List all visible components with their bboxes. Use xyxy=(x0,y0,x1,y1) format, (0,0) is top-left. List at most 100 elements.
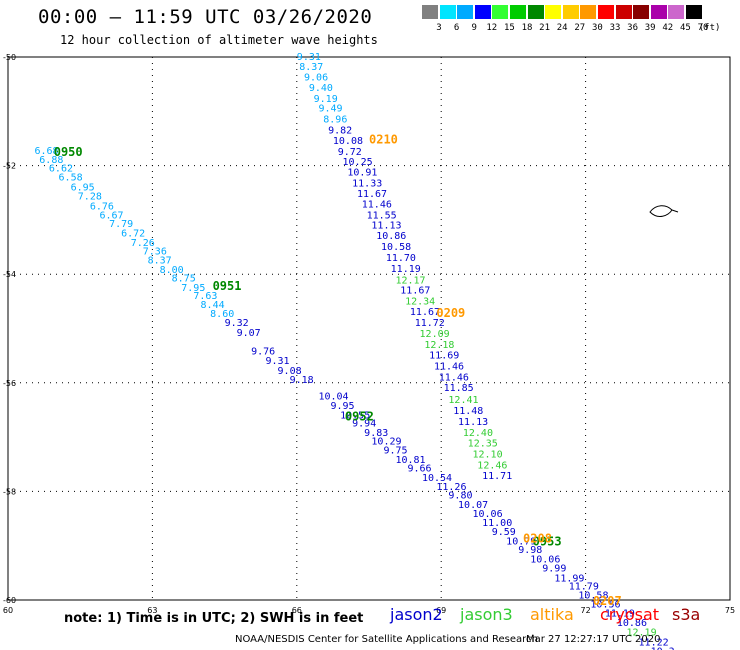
legend-label: 27 xyxy=(574,23,586,33)
wave-height-value: 10.91 xyxy=(347,168,377,179)
wave-height-value: 11.00 xyxy=(482,518,512,529)
wave-height-value: 9.07 xyxy=(237,328,261,339)
legend-swatch xyxy=(686,5,702,19)
wave-height-value: 11.72 xyxy=(415,318,445,329)
wave-height-value: 10.58 xyxy=(381,242,411,253)
wave-height-value: 10.86 xyxy=(376,231,406,242)
wave-height-value: 12.41 xyxy=(448,395,478,406)
wave-height-value: 11.46 xyxy=(434,362,464,373)
wave-height-value: 11.67 xyxy=(357,189,387,200)
wave-height-value: 10.06 xyxy=(472,509,502,520)
wave-height-value: 11.33 xyxy=(352,179,382,190)
legend-swatch xyxy=(580,5,597,19)
wave-height-value: 11.67 xyxy=(400,285,430,296)
map-subtitle: 12 hour collection of altimeter wave hei… xyxy=(60,33,378,47)
latitude-label: -52 xyxy=(3,162,16,171)
legend-label: 30 xyxy=(591,23,603,33)
wave-height-value: 10.54 xyxy=(422,473,452,484)
longitude-label: 66 xyxy=(292,606,302,615)
wave-height-value: 6.88 xyxy=(39,155,63,166)
satellite-legend-cryosat: cryosat xyxy=(600,605,660,624)
legend-swatch xyxy=(510,5,526,19)
legend-swatch xyxy=(545,5,562,19)
wave-height-value: 9.80 xyxy=(448,491,472,502)
map-frame xyxy=(7,56,731,601)
wave-height-value: 11.48 xyxy=(453,406,483,417)
wave-height-value: 11.13 xyxy=(371,220,401,231)
wave-height-value: 11.71 xyxy=(482,471,512,482)
legend-label: 18 xyxy=(521,23,533,33)
pass-number-label: 0209 xyxy=(436,306,465,320)
legend-label: 39 xyxy=(644,23,656,33)
legend-swatch xyxy=(562,5,579,19)
legend-label: 15 xyxy=(503,23,515,33)
wave-height-value: 7.95 xyxy=(181,283,205,294)
legend-swatch xyxy=(474,5,491,19)
legend-label: 3 xyxy=(436,23,442,33)
legend-swatch xyxy=(598,5,614,19)
wave-height-value: 12.46 xyxy=(477,460,507,471)
wave-height-value: 11.26 xyxy=(436,482,466,493)
wave-height-value: 9.99 xyxy=(542,564,566,575)
wave-height-value: 9.72 xyxy=(338,147,362,158)
longitude-label: 60 xyxy=(3,606,13,615)
wave-height-value: 12.18 xyxy=(424,340,454,351)
latitude-label: -60 xyxy=(3,596,16,605)
wave-height-value: 11.69 xyxy=(429,351,459,362)
wave-height-value: 11.67 xyxy=(410,307,440,318)
wave-height-value: 10.07 xyxy=(458,500,488,511)
wave-height-value: 6.62 xyxy=(49,163,73,174)
wave-height-value: 9.59 xyxy=(492,527,516,538)
wave-height-value: 9.94 xyxy=(352,419,376,430)
legend-swatch xyxy=(615,5,632,19)
pass-number-label: 0952 xyxy=(345,409,374,423)
wave-height-value: 9.08 xyxy=(278,366,302,377)
wave-height-value: 8.00 xyxy=(160,265,184,276)
legend-label: 12 xyxy=(486,23,498,33)
wave-height-value: 8.60 xyxy=(210,309,234,320)
wave-height-value: 12.19 xyxy=(627,628,657,639)
wave-height-value: 7.28 xyxy=(78,192,102,203)
latitude-label: -58 xyxy=(3,487,16,496)
map-title: 00:00 – 11:59 UTC 03/26/2020 xyxy=(38,6,373,28)
wave-height-value: 9.19 xyxy=(314,94,338,105)
wave-height-value: 11.19 xyxy=(605,609,635,620)
wave-height-value: 6.95 xyxy=(71,182,95,193)
longitude-label: 63 xyxy=(147,606,157,615)
legend-unit: (ft) xyxy=(698,23,721,33)
legend-swatch xyxy=(668,5,685,19)
pass-number-label: 0210 xyxy=(369,132,398,146)
wave-height-value: 9.83 xyxy=(364,428,388,439)
wave-height-value: 7.36 xyxy=(143,246,167,257)
longitude-label: 75 xyxy=(725,606,735,615)
wave-height-value: 6.72 xyxy=(121,228,145,239)
wave-height-value: 9.49 xyxy=(318,104,342,115)
legend-swatch xyxy=(422,5,438,19)
wave-height-value: 10.86 xyxy=(617,618,647,629)
wave-height-value: 7.79 xyxy=(109,219,133,230)
wave-height-value: 9.18 xyxy=(290,375,314,386)
wave-height-value: 12.09 xyxy=(420,329,450,340)
wave-height-value: 9.76 xyxy=(251,346,275,357)
wave-height-value: 9.66 xyxy=(408,464,432,475)
wave-height-value: 11.46 xyxy=(362,200,392,211)
pass-number-label: 0951 xyxy=(213,279,242,293)
wave-height-value: 11.46 xyxy=(439,372,469,383)
legend-swatch xyxy=(492,5,509,19)
legend-label: 36 xyxy=(627,23,639,33)
legend-swatch xyxy=(633,5,650,19)
wave-height-value: 9.31 xyxy=(266,356,290,367)
legend-label: 33 xyxy=(609,23,621,33)
wave-height-value: 8.37 xyxy=(299,62,323,73)
longitude-label: 72 xyxy=(581,606,591,615)
wave-height-value: 9.40 xyxy=(309,83,333,94)
wave-height-value: 7.26 xyxy=(131,238,155,249)
wave-height-value: 8.75 xyxy=(172,274,196,285)
satellite-legend-jason2: jason2 xyxy=(390,605,443,624)
wave-height-value: 12.35 xyxy=(468,439,498,450)
latitude-label: -56 xyxy=(3,379,16,388)
wave-height-value: 10.58 xyxy=(578,591,608,602)
credit-line: NOAA/NESDIS Center for Satellite Applica… xyxy=(235,634,538,645)
wave-height-value: 11.79 xyxy=(569,581,599,592)
